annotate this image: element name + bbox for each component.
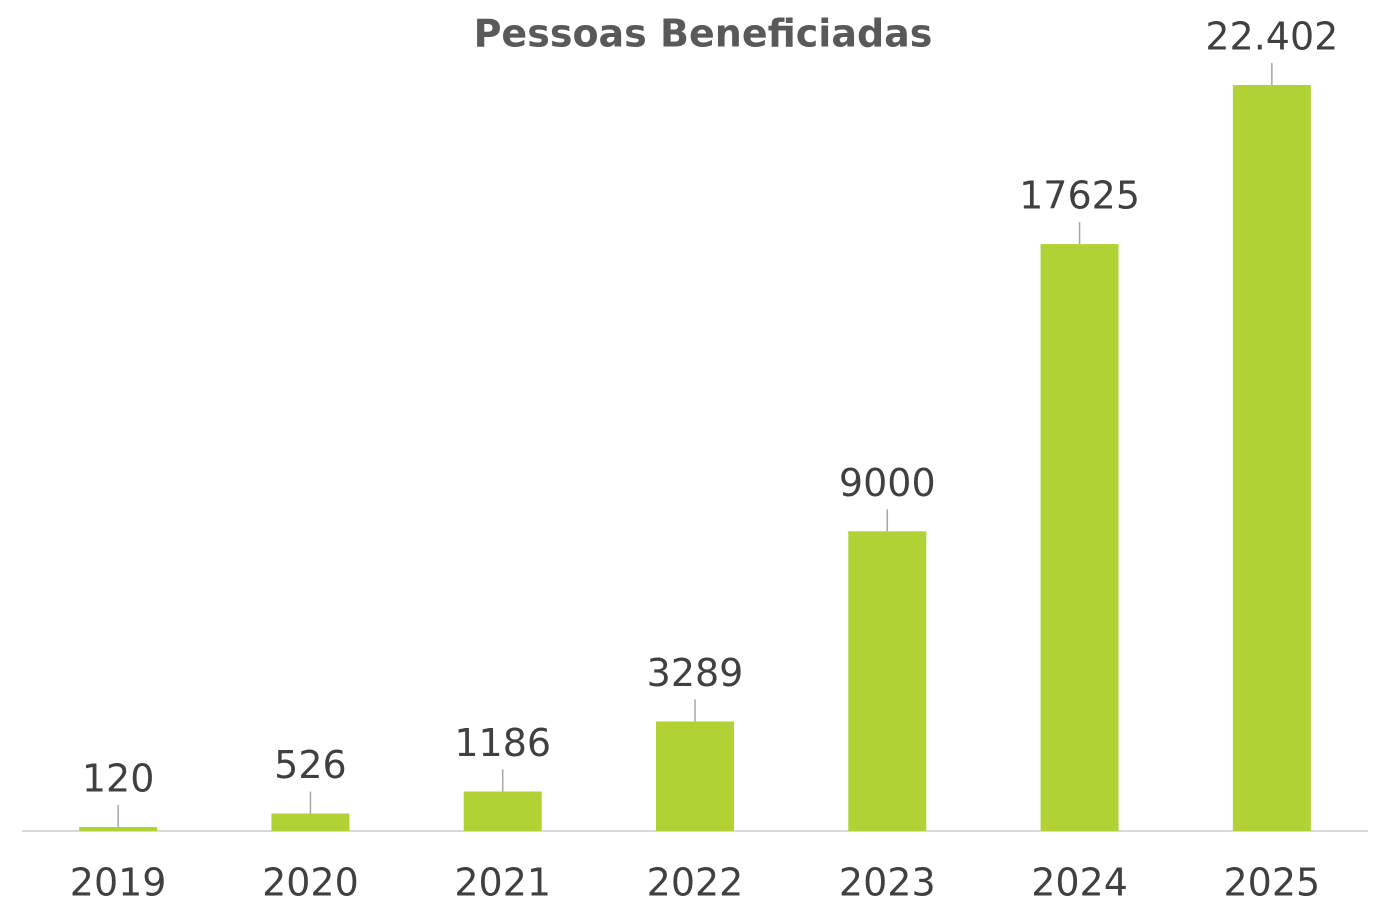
- bar: [1040, 244, 1119, 831]
- bar: [79, 827, 158, 831]
- bar: [1232, 85, 1311, 831]
- x-tick-label: 2024: [1031, 861, 1128, 905]
- data-label: 22.402: [1205, 15, 1338, 59]
- bar: [463, 791, 542, 831]
- data-label: 120: [82, 757, 155, 801]
- x-tick-label: 2019: [70, 861, 167, 905]
- chart-title: Pessoas Beneficiadas: [474, 12, 933, 56]
- bar: [271, 813, 350, 831]
- bar: [848, 531, 927, 831]
- data-label: 1186: [454, 721, 551, 765]
- data-label: 526: [274, 743, 347, 787]
- data-label: 17625: [1019, 174, 1140, 218]
- x-tick-label: 2025: [1223, 861, 1320, 905]
- x-tick-label: 2021: [454, 861, 551, 905]
- data-label: 9000: [839, 461, 936, 505]
- x-tick-label: 2020: [262, 861, 359, 905]
- data-label: 3289: [647, 651, 744, 695]
- x-tick-label: 2022: [647, 861, 744, 905]
- bar: [656, 721, 734, 831]
- x-tick-label: 2023: [839, 861, 936, 905]
